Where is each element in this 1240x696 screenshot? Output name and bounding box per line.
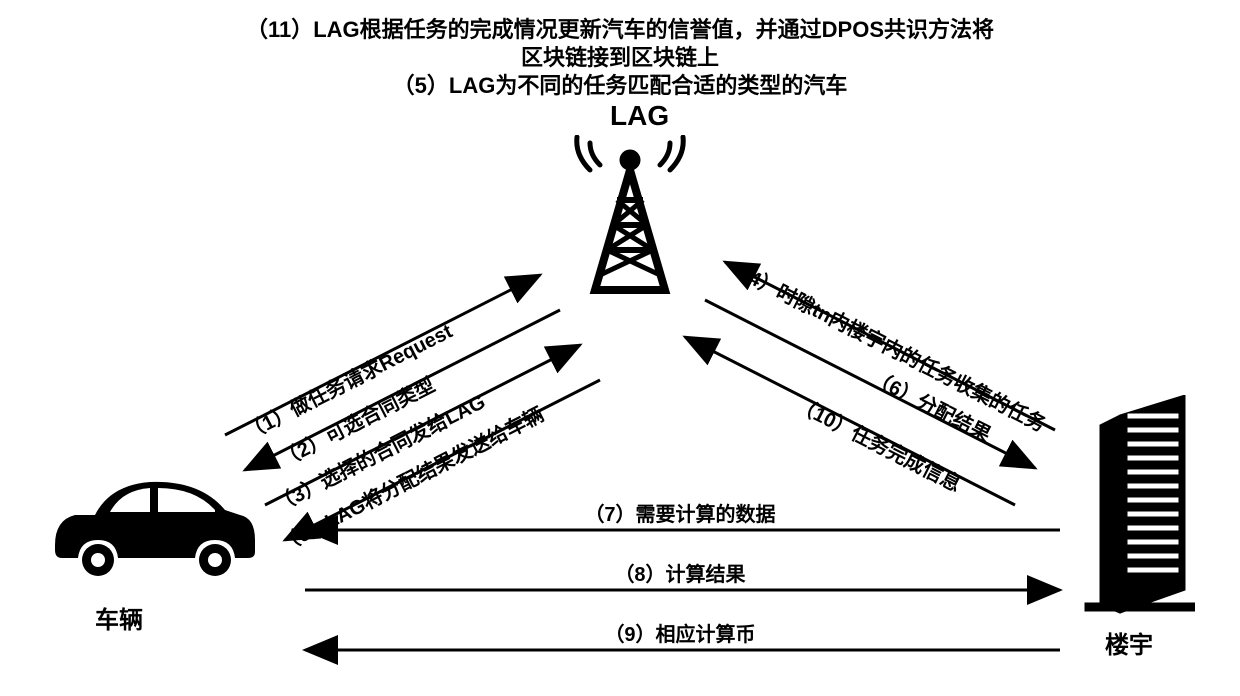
arrow-label-8: （8）计算结果 <box>300 558 1060 587</box>
arrow-label-4: （4）时隙tn内楼宇内的任务收集的任务 <box>727 253 1052 438</box>
lag-label: LAG <box>610 100 669 132</box>
car-icon <box>40 460 260 590</box>
building-icon <box>1075 395 1195 620</box>
arrow-label-9: （9）相应计算币 <box>300 618 1060 647</box>
arrow-label-7: （7）需要计算的数据 <box>300 498 1060 527</box>
building-label: 楼宇 <box>1105 625 1153 660</box>
top-caption-line3: （5）LAG为不同的任务匹配合适的类型的汽车 <box>0 68 1240 100</box>
antenna-tower-icon <box>565 135 695 295</box>
vehicle-label: 车辆 <box>95 600 143 635</box>
